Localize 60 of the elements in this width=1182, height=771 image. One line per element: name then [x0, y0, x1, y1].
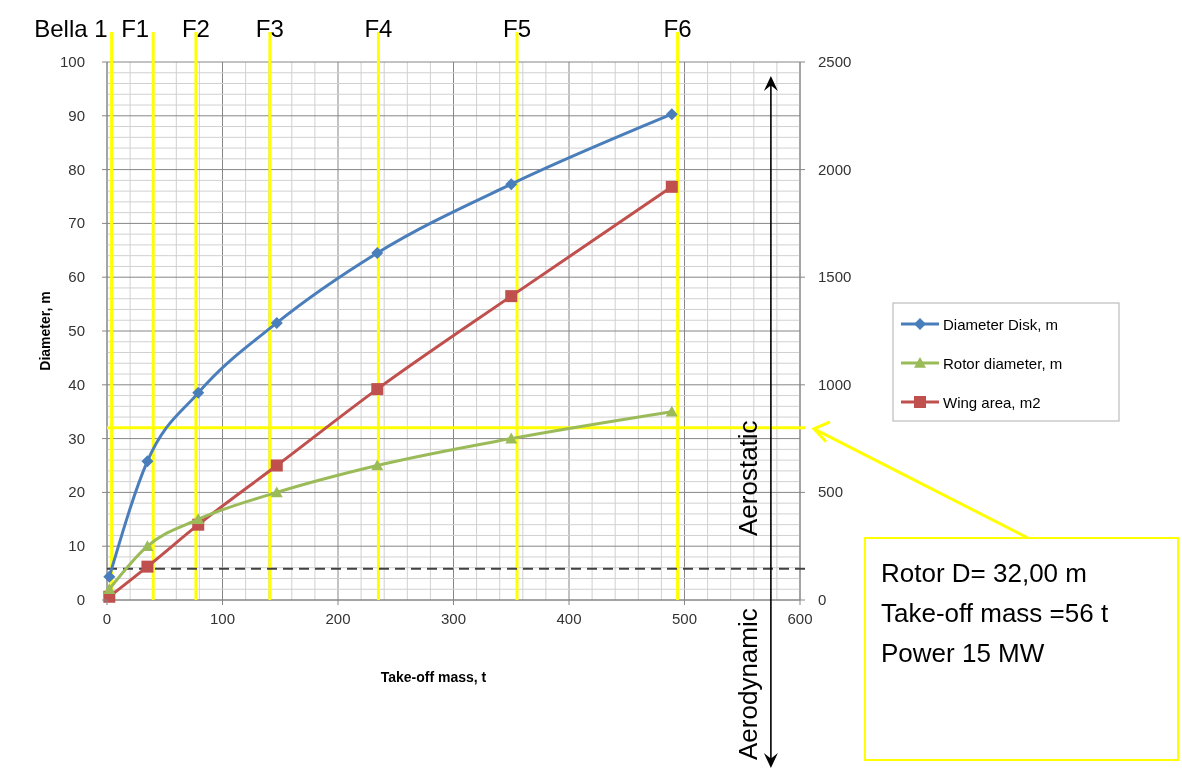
y-tick-label: 40	[68, 375, 85, 393]
y-tick-label: 0	[76, 591, 85, 608]
ref-line-label: F2	[181, 15, 210, 42]
legend-label: Diameter Disk, m	[943, 316, 1059, 333]
point	[270, 316, 283, 329]
y2-tick-label: 2500	[818, 53, 852, 70]
point	[270, 486, 283, 498]
y-tick-label: 60	[68, 268, 85, 286]
x-tick-label: 300	[440, 610, 467, 627]
point	[371, 246, 384, 259]
text: Rotor D= 32,00 m	[881, 558, 1087, 588]
ref-line-label: F6	[663, 15, 692, 42]
y2-tick-label: 1000	[818, 375, 852, 393]
y-tick-label: 70	[68, 214, 85, 232]
y2-tick-label: 0	[818, 591, 827, 608]
y-tick-label: 50	[68, 322, 85, 339]
y-tick-label: 30	[68, 429, 85, 447]
point	[371, 459, 384, 471]
x-tick-label: 500	[671, 610, 698, 627]
x-tick-label: 100	[209, 610, 236, 627]
y-tick-label: 10	[68, 537, 85, 555]
ref-line-label: F5	[503, 15, 532, 42]
point	[505, 290, 518, 303]
y-tick-label: 20	[68, 483, 85, 501]
ref-line-label: F3	[255, 15, 284, 42]
text: Aerodynamic	[732, 608, 763, 760]
y2-tick-label: 2000	[818, 160, 852, 178]
ref-line-label: F4	[364, 15, 393, 42]
point	[665, 180, 678, 193]
x-axis-title: Take-off mass, t	[380, 669, 487, 685]
x-tick-label: 0	[102, 610, 112, 627]
legend-label: Rotor diameter, m	[943, 355, 1063, 372]
y-tick-label: 100	[59, 53, 85, 70]
point	[665, 405, 678, 417]
legend-label: Wing area, m2	[943, 394, 1041, 411]
point	[141, 455, 154, 468]
y2-tick-label: 1500	[818, 268, 852, 286]
point	[505, 432, 518, 444]
y-axis-title: Diameter, m	[37, 291, 53, 371]
y-tick-label: 90	[68, 106, 85, 124]
x-tick-label: 400	[556, 610, 582, 627]
y2-tick-label: 500	[818, 483, 844, 501]
text: Power 15 MW	[881, 638, 1045, 668]
point	[270, 459, 283, 472]
point	[103, 570, 116, 583]
point	[141, 560, 154, 573]
point	[665, 108, 678, 121]
text: Take-off mass =56 t	[881, 598, 1109, 628]
point	[141, 540, 154, 551]
point	[192, 386, 205, 399]
x-tick-label: 600	[787, 610, 813, 627]
point	[103, 583, 116, 595]
x-tick-label: 200	[325, 610, 351, 627]
point	[505, 178, 518, 191]
annotation: Aerostatic	[732, 420, 763, 536]
ref-line-label: Bella 1	[34, 15, 108, 42]
ref-line-label: F1	[121, 15, 150, 42]
y-tick-label: 80	[68, 160, 85, 178]
point	[192, 513, 205, 525]
point	[371, 383, 384, 396]
